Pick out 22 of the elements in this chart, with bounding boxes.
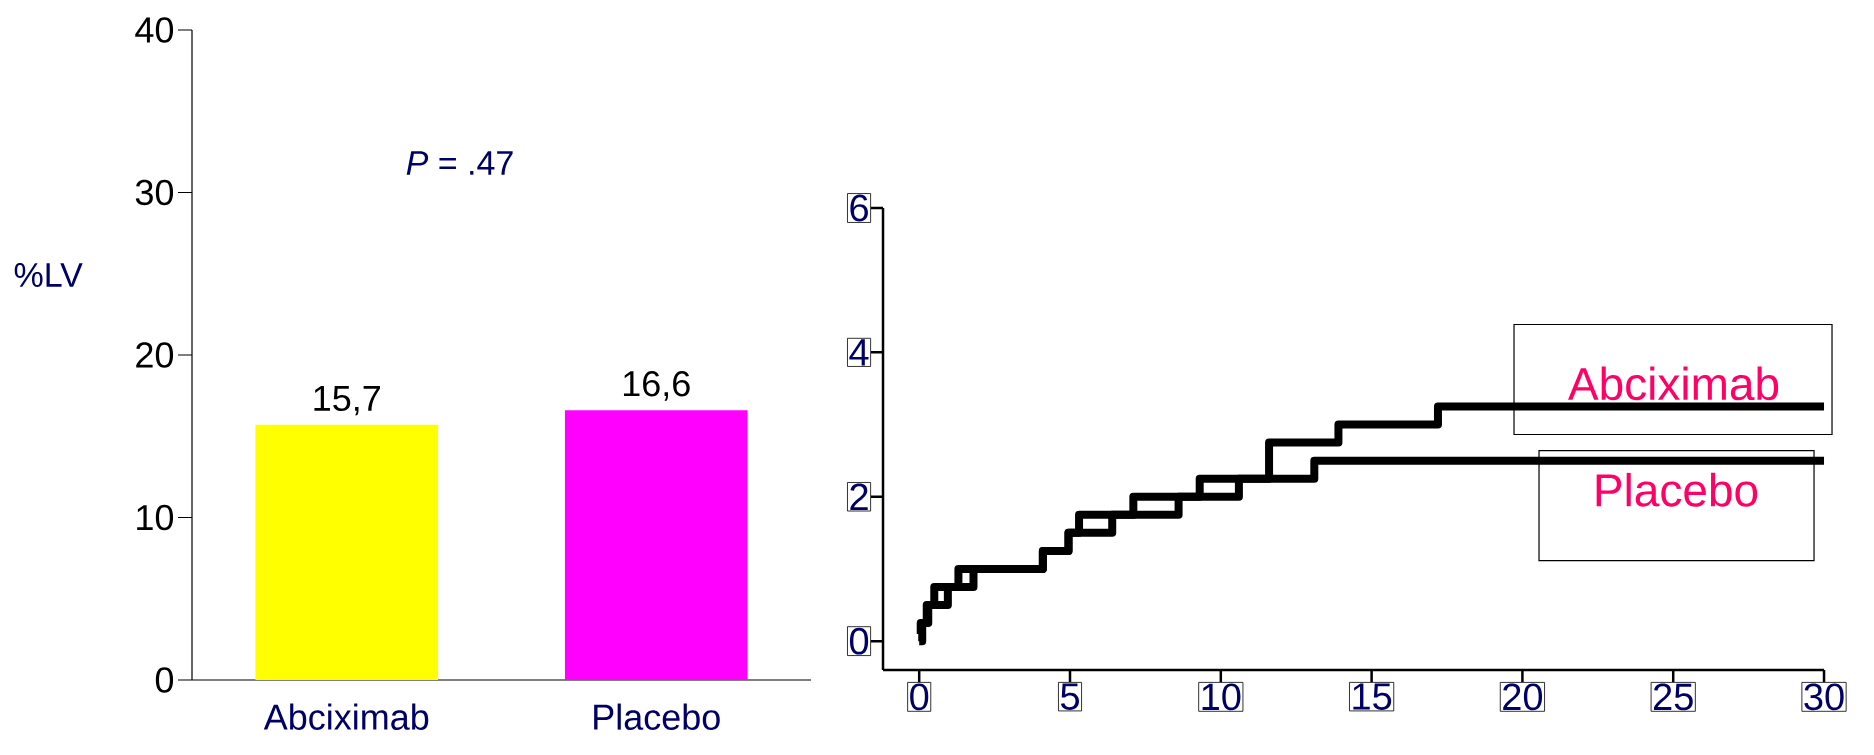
y-tick-label: 10 bbox=[137, 504, 174, 531]
data-label: 16,6 bbox=[623, 370, 690, 401]
x-tick-label: 30 bbox=[1804, 683, 1844, 711]
y-tick-label: 6 bbox=[850, 194, 868, 222]
y-tick-label: 30 bbox=[135, 179, 174, 206]
y-axis-title: %LV bbox=[14, 263, 83, 287]
y-tick-label: 2 bbox=[850, 483, 868, 511]
x-tick-label: 5 bbox=[1060, 683, 1079, 710]
x-tick-label: 10 bbox=[1202, 683, 1241, 711]
data-label: 15,7 bbox=[314, 385, 380, 416]
x-tick-label: 20 bbox=[1503, 683, 1543, 711]
y-tick-label: 0 bbox=[155, 667, 174, 693]
y-tick-label: 40 bbox=[135, 17, 174, 43]
x-tick-label: 25 bbox=[1654, 683, 1693, 711]
series-label: Abciximab bbox=[1568, 366, 1779, 401]
annotation: P = .47 bbox=[406, 151, 513, 175]
series-label: Placebo bbox=[1596, 472, 1758, 507]
x-tick-label: 15 bbox=[1353, 683, 1392, 710]
y-tick-label: 0 bbox=[849, 627, 869, 655]
x-tick-label: 0 bbox=[910, 683, 929, 711]
y-tick-label: 4 bbox=[849, 339, 869, 366]
y-tick-label: 20 bbox=[136, 342, 174, 368]
